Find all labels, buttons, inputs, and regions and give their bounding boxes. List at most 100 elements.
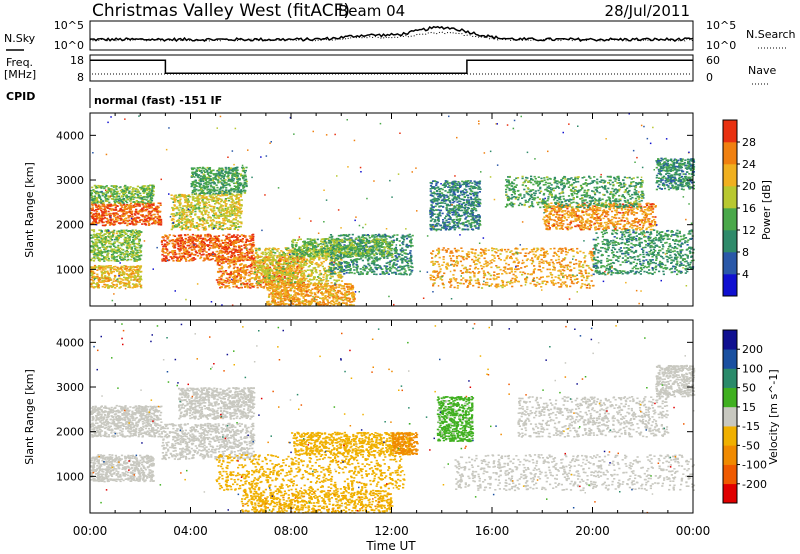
heatmap-cell (183, 216, 186, 218)
heatmap-cell (196, 182, 199, 184)
heatmap-cell (224, 270, 228, 272)
heatmap-cell (134, 193, 137, 195)
heatmap-cell (128, 230, 132, 232)
heatmap-cell (213, 239, 216, 241)
heatmap-cell (148, 216, 151, 219)
heatmap-cell (242, 170, 245, 172)
heatmap-cell (287, 267, 290, 270)
heatmap-cell (135, 256, 138, 258)
heatmap-cell (234, 202, 237, 205)
heatmap-cell (149, 184, 152, 187)
heatmap-cell (234, 270, 237, 273)
heatmap-cell (263, 265, 266, 268)
heatmap-cell (250, 264, 253, 267)
heatmap-cell (209, 182, 212, 184)
heatmap-cell (268, 276, 271, 279)
heatmap-cell (287, 271, 290, 274)
heatmap-cell (228, 263, 231, 265)
heatmap-cell (97, 286, 100, 289)
heatmap-cell (174, 253, 177, 256)
heatmap-cell (127, 283, 130, 286)
heatmap-cell (270, 259, 273, 261)
heatmap-cell (111, 239, 114, 241)
heatmap-cell (219, 177, 222, 180)
heatmap-cell (91, 229, 94, 231)
heatmap-cell (95, 191, 98, 194)
heatmap-cell (185, 205, 188, 207)
heatmap-cell (190, 185, 193, 188)
heatmap-cell (121, 200, 124, 203)
heatmap-cell (281, 256, 284, 259)
heatmap-cell (107, 204, 110, 207)
heatmap-cell (207, 167, 211, 170)
heatmap-cell (116, 249, 119, 252)
heatmap-cell (320, 279, 323, 282)
heatmap-cell (186, 219, 189, 222)
heatmap-cell (99, 241, 102, 243)
heatmap-cell (112, 248, 116, 251)
heatmap-cell (127, 274, 130, 277)
heatmap-cell (171, 239, 175, 241)
heatmap-cell (120, 191, 123, 193)
heatmap-cell (102, 279, 106, 282)
heatmap-cell (315, 269, 318, 271)
heatmap-cell (264, 283, 268, 285)
heatmap-cell (169, 240, 172, 243)
heatmap-cell (125, 195, 128, 197)
heatmap-cell (207, 177, 210, 180)
heatmap-cell (200, 246, 203, 249)
heatmap-cell (238, 190, 241, 193)
heatmap-cell (197, 206, 200, 209)
heatmap-cell (149, 219, 152, 221)
heatmap-cell (196, 200, 200, 202)
heatmap-cell (232, 194, 235, 196)
heatmap-cell (201, 199, 204, 201)
heatmap-cell (138, 251, 141, 254)
heatmap-cell (105, 185, 108, 187)
heatmap-cell (167, 236, 170, 238)
heatmap-cell (240, 182, 243, 185)
heatmap-cell (184, 201, 187, 204)
heatmap-cell (178, 217, 181, 219)
heatmap-cell (188, 211, 191, 213)
cpid-label: CPID (6, 90, 35, 103)
heatmap-cell (237, 228, 240, 231)
heatmap-cell (273, 248, 276, 250)
heatmap-cell (217, 257, 220, 259)
heatmap-cell (203, 175, 206, 178)
heatmap-cell (244, 245, 247, 248)
heatmap-cell (227, 239, 231, 241)
heatmap-cell (101, 185, 104, 188)
heatmap-cell (220, 239, 223, 242)
heatmap-cell (179, 198, 182, 201)
heatmap-cell (128, 245, 131, 248)
heatmap-cell (115, 269, 118, 271)
heatmap-cell (100, 198, 103, 201)
heatmap-cell (245, 251, 248, 254)
heatmap-cell (94, 209, 98, 211)
heatmap-cell (90, 237, 93, 239)
heatmap-cell (102, 208, 105, 211)
heatmap-cell (122, 272, 125, 275)
heatmap-cell (191, 236, 194, 238)
heatmap-cell (194, 204, 197, 207)
heatmap-cell (319, 264, 322, 266)
heatmap-cell (110, 278, 113, 281)
heatmap-cell (156, 207, 159, 209)
heatmap-cell (236, 237, 239, 240)
heatmap-cell (267, 266, 270, 269)
heatmap-cell (286, 263, 289, 266)
heatmap-cell (196, 225, 199, 227)
heatmap-cell (194, 183, 197, 186)
heatmap-cell (176, 241, 179, 243)
heatmap-cell (104, 237, 107, 239)
heatmap-cell (132, 190, 135, 193)
heatmap-cell (261, 269, 264, 272)
heatmap-cell (233, 228, 236, 230)
heatmap-cell (217, 214, 220, 217)
heatmap-cell (218, 245, 221, 248)
heatmap-cell (226, 183, 229, 186)
heatmap-cell (278, 281, 281, 283)
heatmap-cell (106, 222, 110, 224)
heatmap-cell (131, 191, 134, 193)
